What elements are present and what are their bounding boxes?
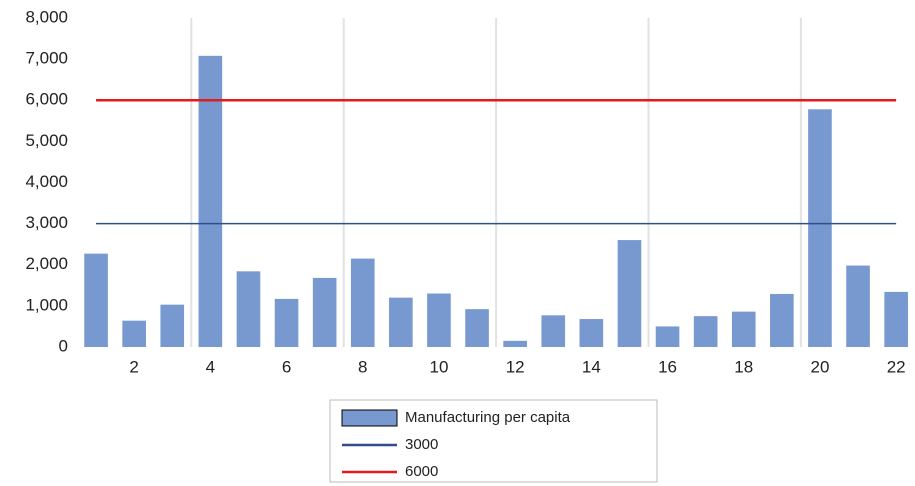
bar	[274, 298, 299, 347]
y-tick-label: 6,000	[25, 90, 68, 109]
y-tick-label: 4,000	[25, 172, 68, 191]
bar	[693, 316, 718, 347]
x-tick-label: 6	[282, 357, 291, 376]
bar	[350, 258, 375, 347]
x-tick-label: 14	[582, 357, 601, 376]
x-tick-label: 4	[206, 357, 215, 376]
bar	[198, 55, 223, 348]
x-tick-label: 2	[129, 357, 138, 376]
x-tick-label: 16	[658, 357, 677, 376]
bar	[884, 291, 908, 347]
x-tick-label: 8	[358, 357, 367, 376]
bar	[427, 293, 451, 347]
legend-label: 6000	[405, 463, 438, 480]
x-tick-label: 18	[734, 357, 753, 376]
bar	[312, 277, 337, 347]
bar	[84, 253, 108, 347]
y-tick-label: 1,000	[25, 295, 68, 314]
y-tick-label: 2,000	[25, 254, 68, 273]
y-tick-label: 7,000	[25, 49, 68, 68]
y-tick-label: 8,000	[25, 7, 68, 26]
bar	[770, 293, 794, 347]
x-tick-label: 10	[429, 357, 448, 376]
x-tick-label: 12	[506, 357, 525, 376]
bar	[122, 320, 146, 347]
bar	[503, 340, 527, 347]
bar	[655, 326, 680, 347]
x-tick-label: 20	[810, 357, 829, 376]
legend-label: 3000	[405, 436, 438, 453]
y-tick-label: 5,000	[25, 131, 68, 150]
bar	[846, 265, 870, 347]
bar	[808, 109, 832, 347]
bar	[579, 319, 604, 347]
y-tick-label: 3,000	[25, 213, 68, 232]
legend-swatch	[341, 409, 398, 427]
bar	[731, 311, 756, 347]
bar	[465, 309, 489, 347]
x-tick-label: 22	[887, 357, 906, 376]
bar	[160, 304, 185, 347]
y-tick-label: 0	[59, 336, 68, 355]
bar	[541, 315, 566, 347]
bar	[617, 240, 642, 347]
bar	[389, 297, 413, 347]
bar	[236, 271, 261, 347]
legend-label: Manufacturing per capita	[405, 409, 571, 426]
